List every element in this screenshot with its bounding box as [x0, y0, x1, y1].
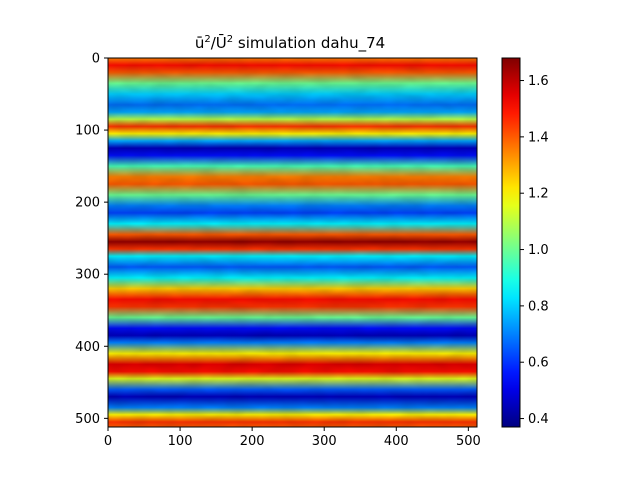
y-tick-label: 200 [75, 196, 100, 211]
title-symbol-2: Ū [216, 33, 227, 52]
x-tick-label: 300 [312, 434, 337, 449]
x-axis: 0 100 200 300 400 500 [104, 427, 481, 449]
y-tick-label: 300 [75, 268, 100, 283]
heatmap-texture [108, 58, 477, 427]
x-tick-label: 400 [384, 434, 409, 449]
heatmap-plot-area [107, 57, 478, 428]
chart-title: ū2/Ū2 simulation dahu_74 [195, 33, 385, 53]
y-tick-label: 0 [92, 52, 100, 67]
x-tick-label: 200 [240, 434, 265, 449]
colorbar-fill [502, 58, 520, 427]
colorbar-tick-label: 1.2 [528, 187, 549, 202]
title-symbol-1: ū [195, 34, 205, 52]
plot-frame [107, 57, 478, 428]
title-slash: / [211, 34, 217, 52]
x-tick-label: 100 [168, 434, 193, 449]
title-superscript-1: 2 [204, 34, 210, 45]
colorbar-tick-label: 0.4 [528, 412, 549, 427]
colorbar-tick-label: 0.6 [528, 356, 549, 371]
x-tick-label: 0 [104, 434, 112, 449]
y-tick-label: 400 [75, 340, 100, 355]
colorbar-tick-label: 1.0 [528, 243, 549, 258]
title-rest: simulation dahu_74 [233, 34, 385, 53]
x-tick-label: 500 [456, 434, 481, 449]
colorbar-frame [501, 57, 521, 428]
colorbar: 0.4 0.6 0.8 1.0 1.2 1.4 1.6 [501, 57, 549, 428]
y-tick-label: 500 [75, 412, 100, 427]
colorbar-tick-label: 1.6 [528, 74, 549, 89]
y-tick-label: 100 [75, 124, 100, 139]
title-superscript-2: 2 [227, 34, 233, 45]
colorbar-ticks: 0.4 0.6 0.8 1.0 1.2 1.4 1.6 [520, 74, 549, 427]
y-axis: 0 100 200 300 400 500 [75, 52, 108, 427]
colorbar-tick-label: 1.4 [528, 130, 549, 145]
colorbar-tick-label: 0.8 [528, 299, 549, 314]
